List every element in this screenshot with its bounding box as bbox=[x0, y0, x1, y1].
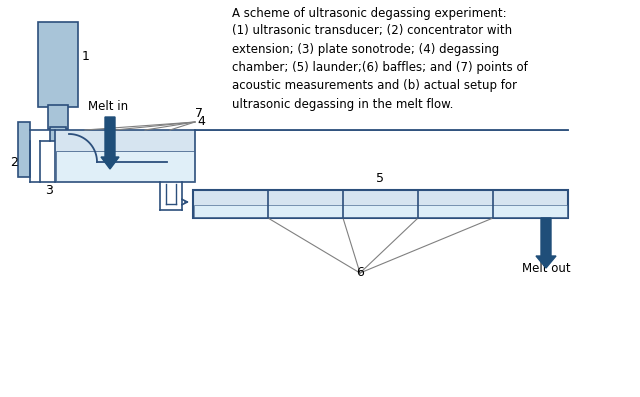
Text: 5: 5 bbox=[376, 172, 384, 185]
Bar bbox=[18, 122, 30, 177]
FancyArrow shape bbox=[536, 218, 556, 268]
Text: Melt out: Melt out bbox=[522, 262, 570, 275]
Bar bbox=[38, 22, 78, 107]
Text: 6: 6 bbox=[356, 266, 364, 279]
Text: 2: 2 bbox=[10, 156, 18, 168]
Text: 7: 7 bbox=[195, 107, 203, 120]
Bar bbox=[56, 151, 194, 181]
Text: 4: 4 bbox=[197, 115, 205, 128]
Bar bbox=[48, 105, 68, 129]
Text: 3: 3 bbox=[45, 184, 53, 197]
Bar bbox=[194, 205, 567, 217]
Bar bbox=[193, 190, 568, 218]
FancyArrow shape bbox=[101, 117, 119, 169]
Bar bbox=[50, 127, 66, 141]
Text: A scheme of ultrasonic degassing experiment:: A scheme of ultrasonic degassing experim… bbox=[232, 7, 507, 20]
Text: 1: 1 bbox=[82, 50, 90, 64]
Text: Melt in: Melt in bbox=[88, 100, 128, 113]
Bar bbox=[55, 130, 195, 182]
Text: (1) ultrasonic transducer; (2) concentrator with
extension; (3) plate sonotrode;: (1) ultrasonic transducer; (2) concentra… bbox=[232, 24, 528, 111]
